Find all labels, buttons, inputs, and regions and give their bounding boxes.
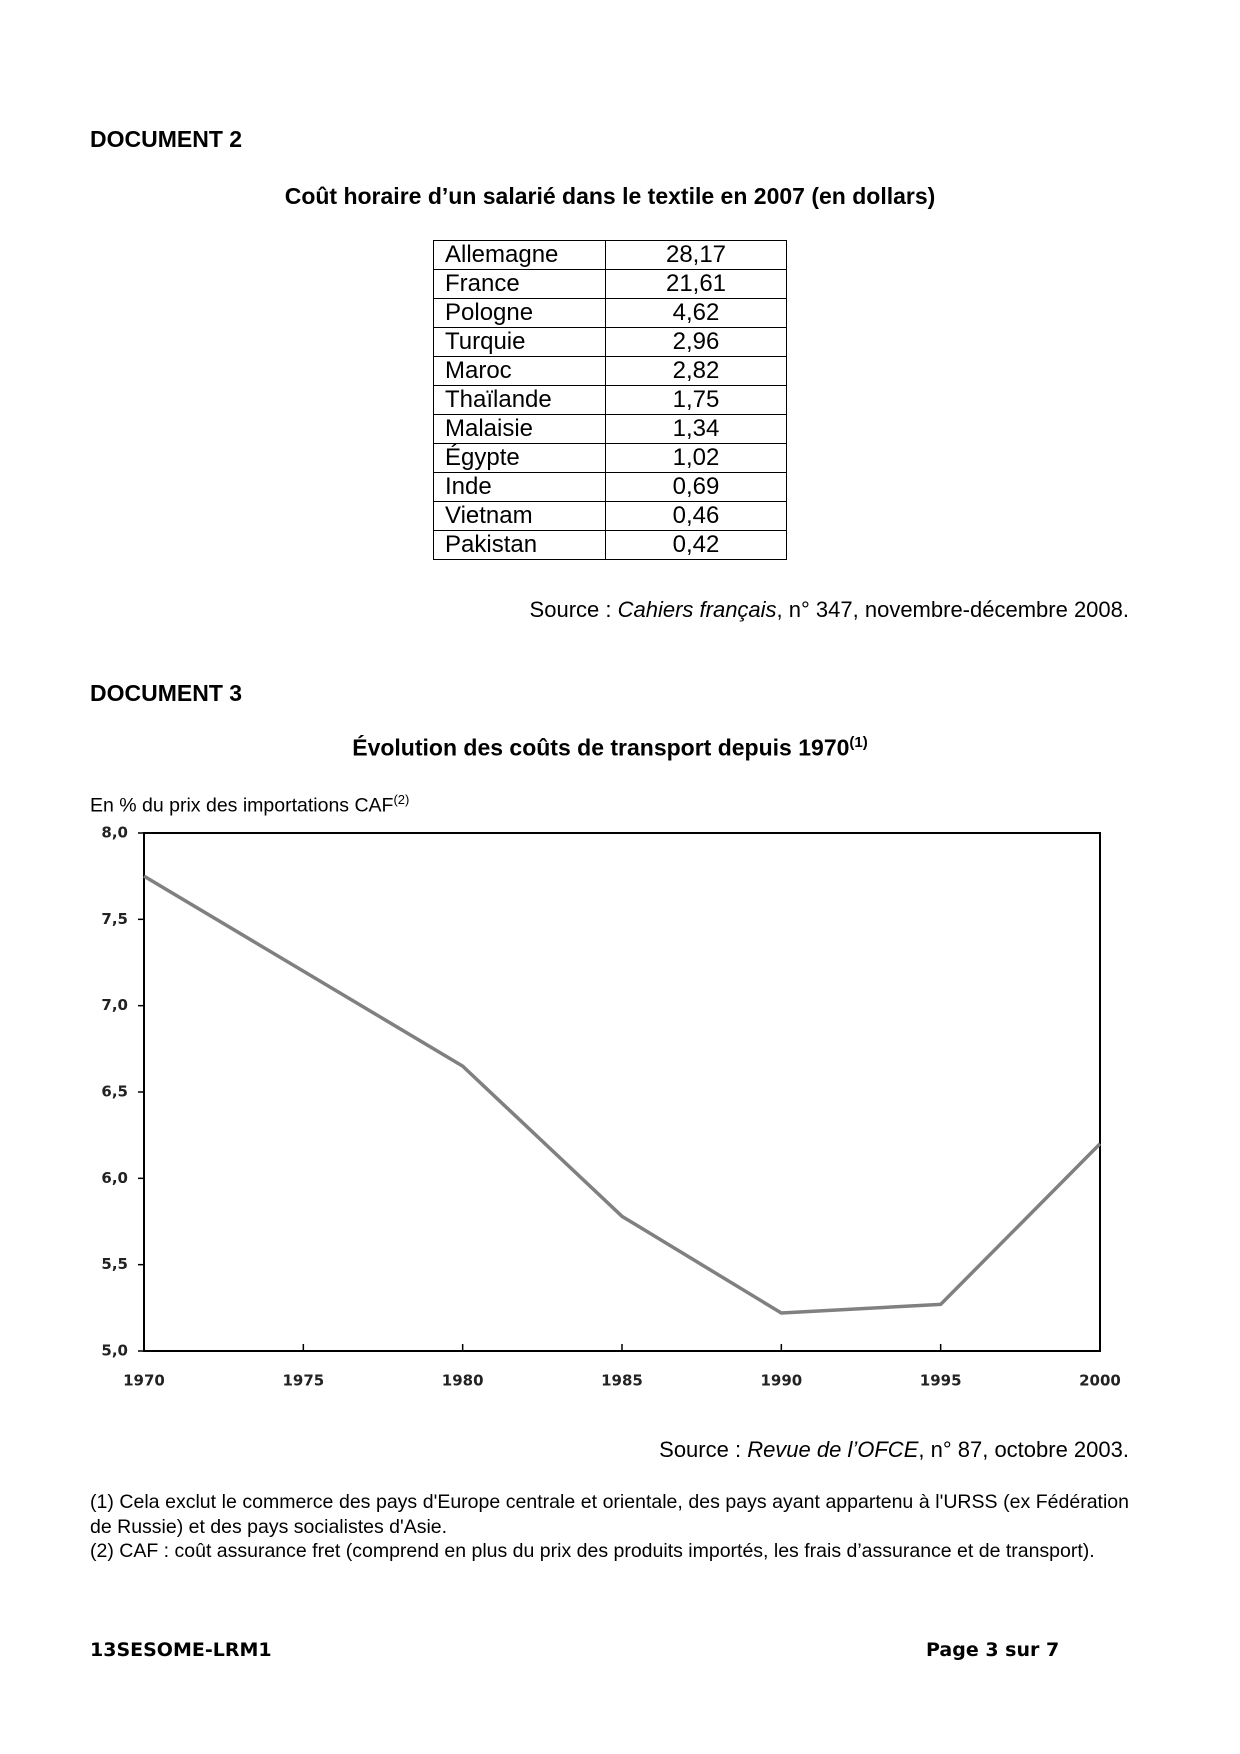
country-cell: Thaïlande	[433, 385, 606, 415]
table-row: Pologne 4,62	[433, 298, 787, 328]
title-note: (1)	[849, 734, 868, 751]
x-tick-label: 1990	[760, 1372, 802, 1390]
footnote: (2) CAF : coût assurance fret (comprend …	[90, 1540, 1095, 1562]
table-title: Coût horaire d’un salarié dans le textil…	[284, 183, 936, 209]
x-tick-label: 2000	[1079, 1372, 1121, 1390]
country-cell: Allemagne	[433, 240, 606, 270]
source-work: Revue de l’OFCE	[747, 1437, 919, 1462]
heading: DOCUMENT 2	[90, 126, 243, 152]
value-cell: 0,42	[605, 530, 787, 560]
source-rest: , n° 87, octobre 2003.	[918, 1437, 1129, 1462]
title-text: Évolution des coûts de transport depuis …	[352, 734, 850, 761]
footnotes: (1) Cela exclut le commerce des pays d'E…	[90, 1490, 1129, 1564]
y-tick-label: 5,0	[101, 1342, 128, 1360]
table-row: Maroc 2,82	[433, 356, 787, 386]
x-tick-label: 1980	[442, 1372, 484, 1390]
heading: DOCUMENT 3	[90, 680, 243, 706]
source: Source : Revue de l’OFCE, n° 87, octobre…	[659, 1437, 1129, 1463]
chart-title: Évolution des coûts de transport depuis …	[0, 734, 1220, 762]
value-cell: 1,34	[605, 414, 787, 444]
footer-page: Page 3 sur 7	[926, 1639, 1060, 1661]
country-cell: Pologne	[433, 298, 606, 328]
x-tick-label: 1995	[920, 1372, 962, 1390]
source-work: Cahiers français	[617, 597, 777, 622]
value-cell: 2,82	[605, 356, 787, 386]
plot-frame	[143, 832, 1101, 1352]
value-cell: 4,62	[605, 298, 787, 328]
line	[143, 874, 1102, 1315]
table: Allemagne 28,17 France 21,61 Pologne 4,62 Turq…	[433, 240, 787, 560]
label-note: (2)	[393, 792, 410, 807]
source: Source : Cahiers français, n° 347, novem…	[530, 597, 1129, 623]
table-row: Allemagne 28,17	[433, 240, 787, 270]
y-tick-label: 6,0	[101, 1169, 128, 1187]
source-prefix: Source :	[659, 1437, 748, 1462]
y-tick-label: 6,5	[101, 1083, 128, 1101]
y-tick-label: 5,5	[101, 1255, 128, 1273]
footer-code: 13SESOME-LRM1	[90, 1639, 272, 1661]
table-row: Vietnam 0,46	[433, 501, 787, 531]
value-cell: 2,96	[605, 327, 787, 357]
table-row: Turquie 2,96	[433, 327, 787, 357]
footnote: (1) Cela exclut le commerce des pays d'E…	[90, 1491, 1129, 1538]
table-row: Pakistan 0,42	[433, 530, 787, 560]
country-cell: Inde	[433, 472, 606, 502]
x-tick-label: 1970	[123, 1372, 165, 1390]
x-tick-label: 1985	[601, 1372, 643, 1390]
source-prefix: Source :	[529, 597, 618, 622]
value-cell: 28,17	[605, 240, 787, 270]
value-cell: 1,02	[605, 443, 787, 473]
country-cell: Maroc	[433, 356, 606, 386]
label-text: En % du prix des importations CAF	[90, 794, 394, 817]
country-cell: Pakistan	[433, 530, 606, 560]
y-tick-label: 7,0	[101, 996, 128, 1014]
y-axis-label: En % du prix des importations CAF(2)	[90, 792, 409, 818]
source-rest: , n° 347, novembre-décembre 2008.	[776, 597, 1129, 622]
y-tick-label: 8,0	[101, 824, 128, 842]
chart: 5,0 5,5 6,0 6,5 7,0 7,5 8,0 1970 1975 1980 1985 199…	[101, 824, 1121, 1390]
y-tick-label: 7,5	[101, 910, 128, 928]
x-tick-label: 1975	[282, 1372, 324, 1390]
